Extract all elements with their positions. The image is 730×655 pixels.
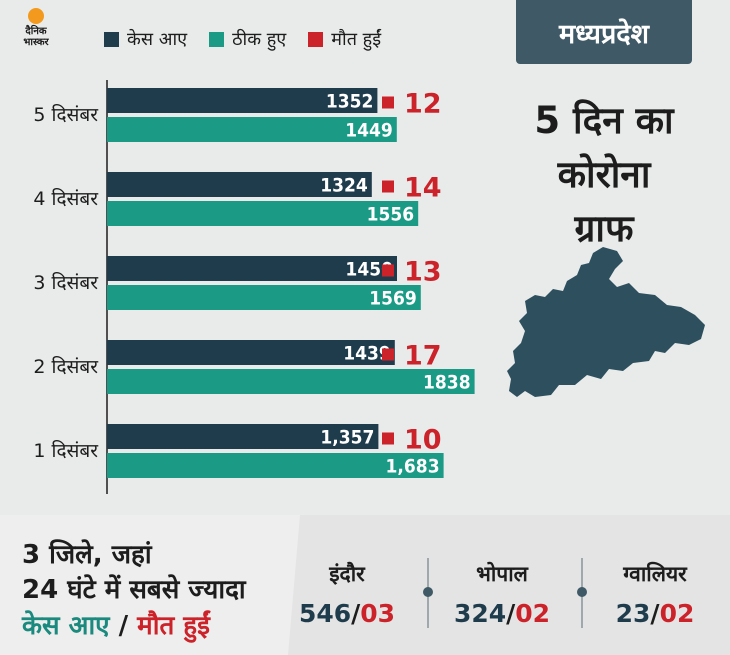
bar-cases — [107, 424, 379, 449]
bar-label-cases: 1,357 — [320, 427, 374, 449]
death-marker — [382, 432, 394, 445]
bar-label-cases: 1450 — [345, 259, 393, 281]
panel-title: 5 दिन का कोरोना ग्राफ — [512, 94, 696, 256]
headline-line1: 3 जिले, जहां — [22, 540, 152, 570]
bar-cases — [107, 340, 395, 365]
legend-swatch-recovered — [209, 31, 225, 47]
legend-swatch-cases — [104, 31, 119, 47]
separator — [577, 558, 587, 628]
city-name-indore: इंदौर — [277, 560, 417, 588]
legend-swatch-deaths — [308, 31, 324, 47]
city-cases-value: 23 — [615, 599, 651, 628]
category-label: 2 दिसंबर — [33, 355, 99, 378]
death-value-label: 14 — [404, 173, 442, 204]
city-stats-gwalior: 23/02 — [585, 599, 725, 628]
legend-label-cases: केस आए — [127, 29, 188, 50]
bar-label-cases: 1324 — [320, 175, 368, 197]
death-marker — [382, 96, 394, 109]
city-name-label: ग्वालियर — [623, 562, 687, 586]
separator-dot — [423, 587, 433, 597]
city-name-gwalior: ग्वालियर — [585, 560, 725, 588]
legend-item-deaths: मौत हुईं — [308, 27, 381, 51]
state-badge: मध्यप्रदेश — [516, 0, 692, 64]
headline-separator: / — [109, 611, 138, 641]
city-deaths-value: 03 — [360, 599, 396, 628]
death-marker — [382, 180, 394, 193]
bar-recovered — [107, 369, 475, 394]
legend-label-recovered: ठीक हुए — [232, 29, 287, 50]
sun-icon — [28, 8, 44, 24]
legend-label-deaths: मौत हुईं — [331, 29, 382, 50]
city-slash: / — [506, 599, 516, 628]
headline-deaths: मौत हुईं — [137, 611, 210, 641]
city-name-label: भोपाल — [476, 562, 528, 586]
panel-title-line2: कोरोना — [557, 153, 651, 196]
bar-recovered — [107, 285, 421, 310]
bar-recovered — [107, 201, 419, 226]
bar-label-cases: 1439 — [343, 343, 391, 365]
category-label: 3 दिसंबर — [33, 271, 99, 294]
category-label: 5 दिसंबर — [33, 103, 99, 126]
bar-recovered — [107, 453, 444, 478]
separator — [423, 558, 433, 628]
chart-legend: केस आए ठीक हुए मौत हुईं — [104, 27, 381, 51]
city-deaths-value: 02 — [659, 599, 695, 628]
top-districts-strip: 3 जिले, जहां 24 घंटे में सबसे ज्यादा केस… — [0, 515, 730, 655]
city-slash: / — [650, 599, 660, 628]
bar-label-recovered: 1838 — [423, 372, 471, 394]
panel-title-line3: ग्राफ — [574, 207, 634, 250]
city-name-label: इंदौर — [329, 562, 365, 586]
category-label: 4 दिसंबर — [33, 187, 99, 210]
bar-label-recovered: 1449 — [345, 120, 393, 142]
separator-dot — [577, 587, 587, 597]
city-stats-bhopal: 324/02 — [432, 599, 572, 628]
madhya-pradesh-map-icon — [507, 247, 705, 397]
death-marker — [382, 264, 394, 277]
death-value-label: 12 — [404, 89, 442, 120]
dainik-bhaskar-logo: दैनिक भास्कर — [8, 8, 64, 58]
bar-label-cases: 1352 — [326, 91, 374, 113]
death-value-label: 17 — [404, 341, 442, 372]
legend-item-cases: केस आए — [104, 27, 187, 51]
city-name-bhopal: भोपाल — [432, 560, 572, 588]
headline-box — [0, 515, 300, 655]
bar-cases — [107, 88, 378, 113]
headline-line3: केस आए / मौत हुईं — [22, 606, 210, 642]
city-deaths-value: 02 — [515, 599, 551, 628]
bar-cases — [107, 256, 397, 281]
death-marker — [382, 348, 394, 361]
logo-text-line2: भास्कर — [23, 37, 49, 48]
bar-cases — [107, 172, 372, 197]
city-stats-indore: 546/03 — [277, 599, 417, 628]
death-value-label: 10 — [404, 425, 442, 456]
death-value-label: 13 — [404, 257, 442, 288]
bar-label-recovered: 1,683 — [386, 456, 440, 478]
city-cases-value: 546 — [298, 599, 352, 628]
bar-label-recovered: 1569 — [369, 288, 417, 310]
city-slash: / — [351, 599, 361, 628]
legend-item-recovered: ठीक हुए — [209, 27, 286, 51]
headline-line2: 24 घंटे में सबसे ज्यादा — [22, 575, 246, 605]
logo-text-line1: दैनिक — [25, 26, 47, 37]
city-cases-value: 324 — [453, 599, 507, 628]
panel-title-line1: 5 दिन का — [534, 99, 674, 142]
bar-label-recovered: 1556 — [367, 204, 415, 226]
headline-cases: केस आए — [22, 611, 110, 641]
bar-recovered — [107, 117, 397, 142]
category-label: 1 दिसंबर — [33, 439, 99, 462]
